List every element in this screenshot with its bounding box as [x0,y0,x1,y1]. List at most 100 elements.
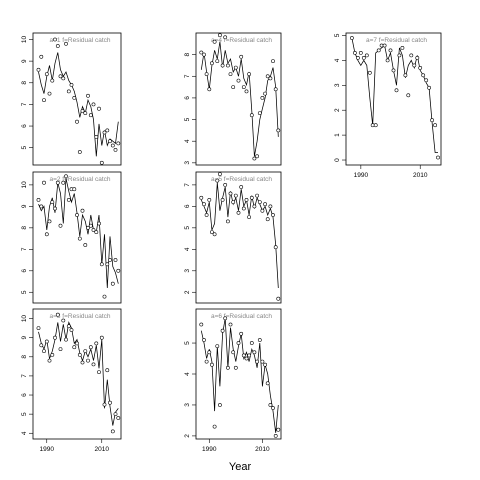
data-point [64,174,68,179]
series-line [200,41,279,157]
data-point [75,119,79,124]
data-point [36,67,41,72]
data-point [209,61,214,66]
data-point [397,53,402,58]
x-tick-label: 2010 [413,172,428,179]
data-point [433,123,438,128]
panel: 2 3 4 5 1990 2010 a=6 f=Residual catch [184,308,282,453]
data-point [268,76,273,81]
data-point [97,370,101,375]
data-point [241,85,246,90]
data-point [260,96,265,100]
data-point [263,202,268,207]
data-point [66,324,71,329]
data-point [252,156,257,161]
data-point [58,223,63,228]
data-point [265,74,270,79]
data-point [69,328,74,332]
data-point [39,343,44,348]
data-point [260,208,265,213]
data-point [66,197,71,202]
data-point [217,172,222,177]
data-point [239,54,244,59]
y-tick-label: 6 [184,96,191,100]
data-point [44,232,49,237]
data-point [61,180,66,185]
series-line [351,37,438,153]
data-point [113,147,118,152]
y-tick-label: 7 [184,74,191,78]
panel-title: a=5 f=Residual catch [211,176,272,183]
data-point [223,182,228,187]
data-point [39,204,44,209]
data-point [207,197,212,202]
y-tick-label: 4 [184,139,191,143]
data-point [94,134,99,139]
data-point [249,113,254,118]
data-point [204,72,209,77]
data-point [217,33,222,38]
data-point [228,322,233,327]
data-point [50,78,55,83]
data-point [55,312,60,317]
y-tick-label: 6 [21,269,28,273]
data-point [231,200,236,205]
data-point [239,185,244,189]
data-point [86,93,90,98]
data-point [75,341,79,346]
data-point [202,202,206,207]
data-point [53,37,57,42]
panel: 2 3 4 5 6 7 a=5 f=Residual catch [184,171,282,304]
plot-frame [195,308,282,440]
data-point [249,195,254,200]
y-tick-label: 5 [184,226,191,230]
data-point [271,406,275,410]
data-point [99,160,104,165]
data-point [50,352,55,357]
data-point [367,70,372,75]
data-point [349,36,354,40]
panel-title: a=3 f=Residual catch [49,313,110,320]
data-point [88,345,93,350]
data-point [44,339,49,344]
data-point [72,187,77,192]
data-point [223,316,228,321]
data-point [83,111,88,116]
y-tick-label: 8 [184,52,191,56]
data-point [55,180,60,185]
data-point [72,96,77,100]
data-point [271,59,275,64]
data-point [409,53,414,58]
data-point [406,93,411,98]
y-tick-label: 6 [21,393,28,397]
data-point [436,155,440,160]
data-point [273,245,278,250]
data-point [233,193,238,198]
data-point [271,213,275,217]
data-point [364,53,369,58]
data-point [105,262,110,267]
data-point [75,213,79,217]
data-point [247,72,252,77]
data-point [418,66,423,70]
data-point [412,63,417,68]
data-point [358,51,363,55]
panel: 3 4 5 6 7 8 a=4 f=Residual catch [184,32,282,166]
y-tick-label: 5 [21,412,28,416]
x-tick-label: 1990 [202,446,217,453]
data-point [233,65,238,70]
data-point [204,213,209,217]
data-point [231,350,236,355]
data-point [61,318,66,323]
data-point [91,228,96,232]
data-point [255,359,260,364]
data-point [53,206,57,211]
data-point [220,328,225,333]
plot-frame [345,32,442,166]
data-point [44,72,49,77]
panel-title: a=6 f=Residual catch [211,313,272,320]
panel-title: a=4 f=Residual catch [211,37,272,44]
panel-title: a=1 f=Residual catch [49,37,110,44]
data-point [225,365,230,370]
